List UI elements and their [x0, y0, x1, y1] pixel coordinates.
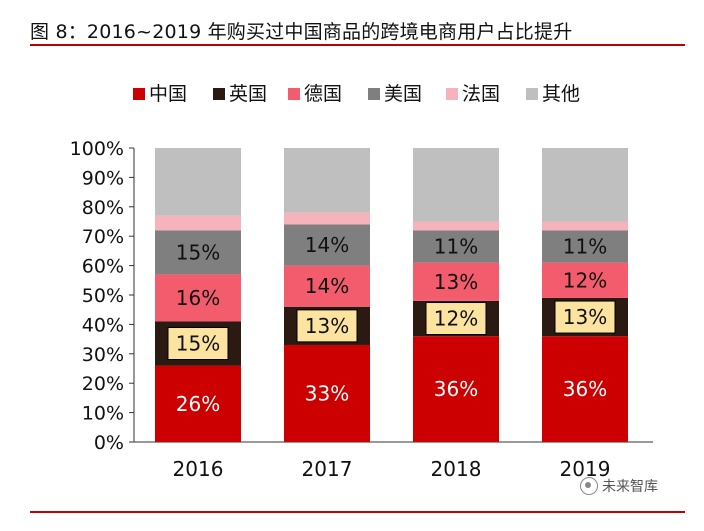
y-tick-label-1: 10% — [82, 403, 124, 425]
data-label-2019-德国: 12% — [563, 268, 607, 292]
data-label-2019-中国: 36% — [563, 377, 607, 401]
data-label-2018-德国: 13% — [434, 270, 478, 294]
x-tick-label-0: 2016 — [173, 457, 224, 481]
bar-segment-2016-美国 — [155, 230, 241, 275]
data-label-2016-德国: 16% — [176, 286, 220, 310]
bar-segment-2016-其他 — [155, 148, 241, 216]
legend-swatch-2 — [288, 88, 300, 100]
data-label-box-2018 — [425, 302, 487, 336]
y-tick-label-6: 60% — [82, 256, 124, 278]
wechat-icon — [580, 477, 598, 495]
data-label-2017-英国: 13% — [305, 314, 349, 338]
data-label-2018-美国: 11% — [434, 234, 478, 258]
y-tick-label-4: 40% — [82, 314, 124, 336]
bar-segment-2016-法国 — [155, 215, 241, 231]
legend-swatch-5 — [526, 88, 538, 100]
bar-segment-2018-其他 — [413, 148, 499, 222]
watermark: 未来智库 — [580, 476, 658, 496]
x-tick-label-2: 2018 — [431, 457, 482, 481]
bar-segment-2019-中国 — [542, 336, 628, 442]
y-tick-label-8: 80% — [82, 197, 124, 219]
data-label-2019-英国: 13% — [563, 305, 607, 329]
bar-segment-2017-其他 — [284, 148, 370, 213]
data-label-box-2019 — [554, 300, 616, 334]
data-label-2017-德国: 14% — [305, 274, 349, 298]
bar-segment-2018-法国 — [413, 221, 499, 231]
y-tick-label-0: 0% — [94, 432, 124, 454]
data-label-2017-美国: 14% — [305, 233, 349, 257]
bar-segment-2017-法国 — [284, 212, 370, 225]
legend-swatch-0 — [133, 88, 145, 100]
legend-label-5: 其他 — [542, 83, 580, 105]
x-tick-label-1: 2017 — [302, 457, 353, 481]
bar-segment-2019-其他 — [542, 148, 628, 222]
bar-segment-2018-德国 — [413, 262, 499, 301]
bar-segment-2016-中国 — [155, 365, 241, 442]
bar-segment-2019-美国 — [542, 230, 628, 263]
footer-rule — [30, 511, 685, 513]
bar-segment-2018-美国 — [413, 230, 499, 263]
bar-segment-2017-中国 — [284, 344, 370, 442]
title-rule — [30, 44, 685, 46]
data-label-2018-中国: 36% — [434, 377, 478, 401]
bar-segment-2018-中国 — [413, 336, 499, 442]
bar-segment-2016-德国 — [155, 274, 241, 322]
bar-segment-2019-法国 — [542, 221, 628, 231]
data-label-box-2016 — [167, 327, 229, 361]
bar-segment-2019-德国 — [542, 262, 628, 298]
legend-swatch-3 — [368, 88, 380, 100]
data-label-2016-英国: 15% — [176, 332, 220, 356]
figure-title: 图 8：2016~2019 年购买过中国商品的跨境电商用户占比提升 — [30, 21, 573, 43]
data-label-2016-美国: 15% — [176, 240, 220, 264]
y-tick-label-9: 90% — [82, 167, 124, 189]
legend-swatch-1 — [213, 88, 225, 100]
legend-label-2: 德国 — [304, 83, 342, 105]
bar-segment-2017-美国 — [284, 224, 370, 266]
legend-label-4: 法国 — [462, 83, 500, 105]
data-label-2017-中国: 33% — [305, 381, 349, 405]
legend-label-3: 美国 — [384, 83, 422, 105]
y-tick-label-2: 20% — [82, 373, 124, 395]
data-label-2018-英国: 12% — [434, 307, 478, 331]
y-tick-label-5: 50% — [82, 285, 124, 307]
bar-segment-2017-德国 — [284, 265, 370, 307]
y-tick-label-7: 70% — [82, 226, 124, 248]
y-tick-label-10: 100% — [70, 138, 124, 160]
data-label-2016-中国: 26% — [176, 392, 220, 416]
legend-swatch-4 — [446, 88, 458, 100]
data-label-2019-美国: 11% — [563, 234, 607, 258]
y-tick-label-3: 30% — [82, 344, 124, 366]
legend-label-1: 英国 — [229, 83, 267, 105]
data-label-box-2017 — [296, 309, 358, 343]
watermark-text: 未来智库 — [602, 479, 658, 495]
legend-label-0: 中国 — [149, 83, 187, 105]
